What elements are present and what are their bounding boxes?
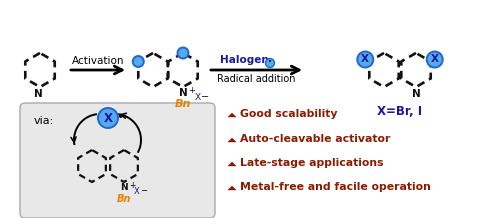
Text: Activation: Activation: [72, 56, 124, 66]
Text: Bn: Bn: [175, 99, 191, 109]
Text: Radical addition: Radical addition: [217, 74, 295, 84]
Text: X: X: [195, 93, 201, 102]
Text: X=Br, I: X=Br, I: [378, 105, 422, 118]
FancyBboxPatch shape: [20, 103, 215, 218]
Polygon shape: [228, 186, 236, 190]
Circle shape: [178, 48, 188, 58]
Circle shape: [358, 51, 374, 68]
Text: +: +: [188, 86, 195, 95]
Polygon shape: [228, 113, 236, 117]
Text: X: X: [134, 187, 140, 196]
Text: X: X: [362, 54, 370, 65]
Text: •: •: [116, 111, 123, 124]
Text: N: N: [412, 89, 420, 99]
Polygon shape: [228, 138, 236, 142]
Text: Bn: Bn: [117, 194, 131, 204]
Text: •: •: [268, 60, 272, 65]
Text: Late-stage applications: Late-stage applications: [240, 158, 384, 168]
Text: −: −: [140, 186, 147, 195]
Circle shape: [133, 56, 144, 67]
Circle shape: [98, 108, 118, 128]
Circle shape: [266, 58, 274, 68]
Text: Good scalability: Good scalability: [240, 109, 338, 119]
Text: X: X: [104, 111, 112, 124]
Polygon shape: [228, 162, 236, 166]
Circle shape: [426, 51, 442, 68]
Text: N: N: [120, 183, 128, 192]
Text: +: +: [129, 181, 136, 190]
Text: −: −: [201, 92, 209, 102]
Text: Metal-free and facile operation: Metal-free and facile operation: [240, 182, 431, 192]
Text: via:: via:: [34, 116, 54, 126]
Text: N: N: [178, 88, 188, 98]
Text: X: X: [430, 54, 438, 65]
Text: Halogen: Halogen: [220, 55, 268, 65]
Text: N: N: [34, 89, 42, 99]
Text: Auto-cleavable activator: Auto-cleavable activator: [240, 134, 390, 144]
